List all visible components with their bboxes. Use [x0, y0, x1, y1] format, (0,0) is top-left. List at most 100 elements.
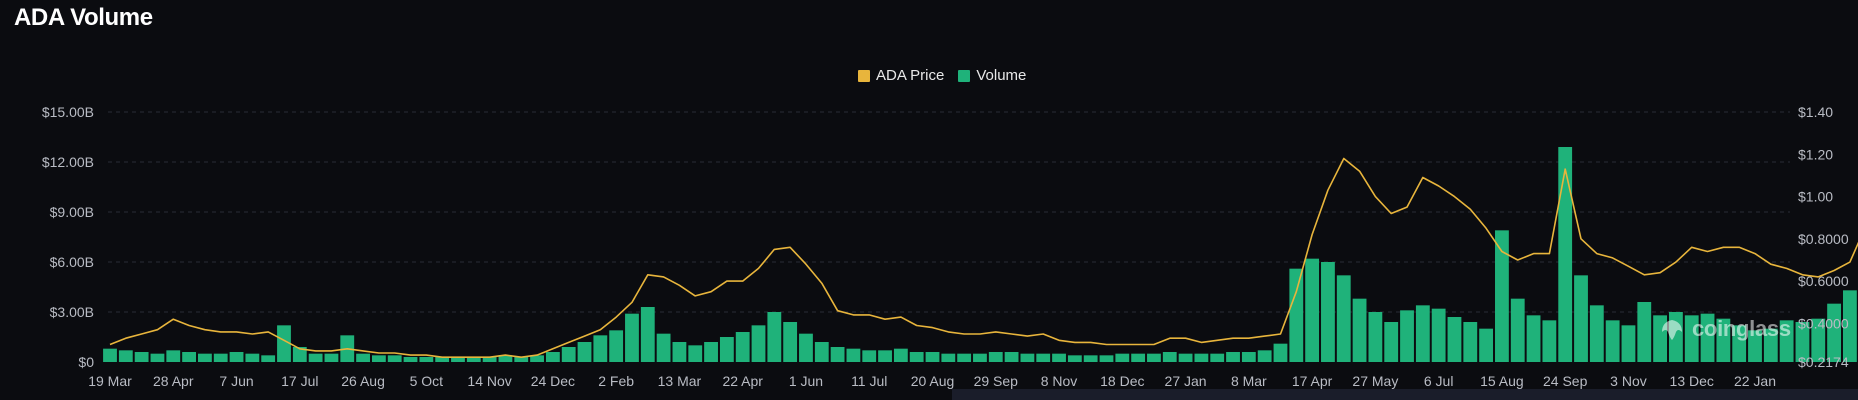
volume-bar — [1795, 322, 1810, 362]
x-tick-label: 1 Jun — [789, 373, 823, 389]
volume-bar — [593, 335, 608, 362]
volume-bar — [182, 352, 196, 362]
volume-bar — [229, 352, 244, 362]
volume-bar — [719, 337, 734, 362]
left-tick-label: $3.00B — [50, 304, 94, 320]
volume-bar — [1589, 305, 1604, 362]
volume-bar — [925, 352, 940, 362]
volume-bar — [1827, 303, 1841, 362]
x-tick-label: 13 Mar — [658, 373, 702, 389]
volume-bar — [1384, 322, 1399, 362]
volume-bar — [1241, 352, 1256, 362]
right-tick-label: $1.40 — [1798, 104, 1833, 120]
watermark-text: coinglass — [1692, 316, 1791, 341]
legend-item-price[interactable]: ADA Price — [858, 67, 944, 84]
volume-bar — [1336, 275, 1351, 362]
price-series — [109, 157, 1858, 359]
x-tick-label: 3 Nov — [1610, 373, 1647, 389]
volume-bar — [909, 352, 924, 362]
volume-bar — [1273, 343, 1288, 362]
x-tick-label: 17 Apr — [1292, 373, 1333, 389]
volume-bar — [577, 342, 592, 362]
x-tick-label: 29 Sep — [974, 373, 1019, 389]
volume-bar — [767, 312, 782, 362]
volume-bar — [1637, 302, 1652, 362]
legend-item-volume[interactable]: Volume — [958, 67, 1026, 84]
x-tick-label: 18 Dec — [1100, 373, 1144, 389]
x-tick-label: 19 Mar — [88, 373, 132, 389]
volume-bar — [1178, 353, 1193, 362]
volume-bar — [498, 355, 513, 362]
x-tick-label: 5 Oct — [410, 373, 444, 389]
volume-bar — [1131, 353, 1146, 362]
x-tick-label: 24 Dec — [531, 373, 575, 389]
volume-bar — [1226, 352, 1240, 362]
volume-bar — [466, 357, 481, 362]
x-tick-label: 28 Apr — [153, 373, 194, 389]
volume-bar — [735, 332, 750, 362]
volume-bar — [1321, 262, 1335, 362]
volume-bar — [1700, 313, 1715, 362]
volume-bar — [308, 353, 323, 362]
volume-bar — [1099, 355, 1114, 362]
volume-bar — [1558, 147, 1573, 362]
x-tick-label: 2 Feb — [598, 373, 634, 389]
right-tick-label: $0.8000 — [1798, 231, 1849, 247]
volume-bar — [799, 333, 813, 362]
volume-bar — [1479, 328, 1494, 362]
volume-bar — [1842, 290, 1857, 362]
volume-bar — [625, 313, 639, 362]
x-tick-label: 8 Nov — [1041, 373, 1078, 389]
volume-bar — [1257, 350, 1272, 362]
volume-bar — [1574, 275, 1588, 362]
volume-bar — [530, 355, 544, 362]
x-tick-label: 26 Aug — [341, 373, 385, 389]
volume-bar — [387, 355, 402, 362]
volume-bar — [1052, 353, 1066, 362]
volume-bar — [1716, 318, 1731, 362]
left-y-axis: $0 $3.00B $6.00B $9.00B $12.00B $15.00B — [42, 104, 94, 370]
volume-bar — [1194, 353, 1209, 362]
volume-bar — [245, 353, 260, 362]
volume-bar — [783, 322, 798, 362]
right-tick-label: $0.4000 — [1798, 315, 1849, 331]
volume-bar — [435, 357, 450, 362]
volume-bar — [403, 357, 418, 362]
volume-bar — [988, 352, 1003, 362]
volume-bar — [482, 357, 497, 362]
x-tick-label: 13 Dec — [1670, 373, 1714, 389]
x-tick-label: 17 Jul — [281, 373, 318, 389]
volume-bar — [371, 355, 386, 362]
volume-bar — [672, 342, 687, 362]
x-tick-label: 24 Sep — [1543, 373, 1588, 389]
volume-bar — [1115, 353, 1130, 362]
volume-bar — [1083, 355, 1098, 362]
volume-bar — [1305, 258, 1320, 362]
volume-bar — [656, 333, 671, 362]
price-line — [109, 157, 1858, 359]
x-tick-label: 22 Jan — [1734, 373, 1776, 389]
legend-label-volume: Volume — [976, 67, 1027, 84]
x-axis: 19 Mar 28 Apr 7 Jun 17 Jul 26 Aug 5 Oct 14 Nov… — [88, 373, 1776, 389]
chart-legend: ADA Price Volume — [858, 67, 1026, 84]
coinglass-logo-icon — [1662, 320, 1682, 340]
volume-bar — [1036, 353, 1051, 362]
x-tick-label: 7 Jun — [219, 373, 253, 389]
volume-bar — [1621, 325, 1636, 362]
left-tick-label: $9.00B — [50, 204, 94, 220]
volume-bar — [1463, 322, 1478, 362]
volume-bar — [704, 342, 718, 362]
volume-bar — [1368, 312, 1383, 362]
x-tick-label: 14 Nov — [467, 373, 511, 389]
volume-bar — [862, 350, 877, 362]
volume-bar — [166, 350, 181, 362]
volume-bar — [150, 353, 165, 362]
volume-bar — [1289, 268, 1304, 362]
volume-bar — [941, 353, 956, 362]
volume-bar — [846, 348, 861, 362]
volume-bar — [103, 348, 117, 362]
volume-bar — [419, 357, 434, 362]
volume-bar — [1542, 320, 1557, 362]
legend-swatch-volume — [958, 69, 971, 82]
